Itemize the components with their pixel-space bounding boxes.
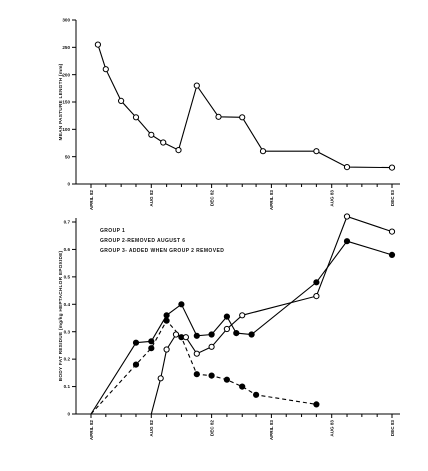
bottom-series-2-point <box>148 345 155 352</box>
top-series-1-line <box>97 44 393 169</box>
bottom-series-1-point <box>148 338 155 345</box>
bottom-series-1-point <box>193 332 200 339</box>
top-y-tick-label: 200 <box>62 72 70 77</box>
top-series-1-point <box>313 148 320 155</box>
top-series-1-point <box>239 114 246 121</box>
top-series-1-point <box>160 139 167 146</box>
bottom-series-3-point <box>313 293 320 300</box>
bottom-series-3-point <box>193 350 200 357</box>
bottom-y-tick-label: 0.7 <box>64 220 71 225</box>
bottom-series-1-point <box>132 339 140 346</box>
top-series-1-point <box>94 41 102 48</box>
bottom-series-3-point <box>388 228 396 235</box>
top-y-tick-label: 0 <box>67 182 70 187</box>
top-x-tick-label: AUG 83 <box>330 190 335 207</box>
bottom-series-3-point <box>223 325 230 333</box>
top-chart: 0 50 100 150 200 250 300 APRIL 82 AUG 82 DEC 82 A… <box>58 18 400 210</box>
bottom-y-axis-title: BODY FAT RESIDUE (mg/kg HEPTACHLOR EPOXI… <box>58 250 64 381</box>
legend-entry-group-3: GROUP 3- ADDED WHEN GROUP 2 REMOVED <box>100 248 224 254</box>
bottom-y-tick-label: 0.6 <box>64 247 71 252</box>
bottom-series-1-point <box>208 331 215 338</box>
bottom-series-1-point <box>313 279 320 286</box>
bottom-y-tick-label: 0 <box>67 412 70 417</box>
bottom-chart: 0 0.1 0.2 0.3 0.4 0.5 0.6 0.7 APRIL 82 AUG 82 DEC… <box>58 213 400 441</box>
top-series-1-point <box>259 148 267 155</box>
bottom-series-3-point <box>239 312 246 319</box>
bottom-series-3-line <box>150 215 393 415</box>
top-x-tick-label: APRIL 83 <box>269 190 274 211</box>
top-x-tick-label: AUG 82 <box>149 190 154 207</box>
top-y-tick-label: 50 <box>65 154 71 159</box>
bottom-series-2-point <box>239 383 246 390</box>
bottom-series-3-point <box>157 375 164 382</box>
bottom-y-tick-label: 0.2 <box>64 357 71 362</box>
legend: GROUP 1 GROUP 2-REMOVED AUGUST 6 GROUP 3… <box>100 228 224 254</box>
top-series-1-point <box>193 82 200 89</box>
bottom-y-tick-label: 0.4 <box>64 302 71 307</box>
bottom-series-3-point <box>343 213 351 220</box>
bottom-series-1-point <box>223 313 230 320</box>
bottom-series-2-point <box>208 372 215 379</box>
top-x-tick-label: APRIL 82 <box>89 190 94 211</box>
top-x-tick-label: DEC 83 <box>390 190 395 207</box>
bottom-series-3-point <box>182 334 189 341</box>
bottom-x-tick-label: DEC 82 <box>209 420 214 437</box>
bottom-x-tick-label: AUG 82 <box>149 420 154 437</box>
top-series-1-point <box>118 97 125 105</box>
top-series-1-point <box>215 113 222 120</box>
bottom-series-2-point <box>253 391 260 398</box>
bottom-series-1-point <box>388 251 396 258</box>
legend-entry-group-2: GROUP 2-REMOVED AUGUST 6 <box>100 238 185 244</box>
bottom-series-3-point <box>172 331 180 338</box>
bottom-series-1-point <box>178 301 185 308</box>
bottom-series-2-point <box>193 371 200 378</box>
legend-entry-group-1: GROUP 1 <box>100 228 125 234</box>
top-series-1-point <box>132 114 140 121</box>
bottom-x-tick-label: AUG 83 <box>330 420 335 437</box>
bottom-y-tick-label: 0.1 <box>64 384 71 389</box>
bottom-series-2-point <box>223 376 230 383</box>
top-series-1-point <box>102 66 109 73</box>
bottom-series-1-point <box>233 330 240 337</box>
bottom-y-tick-label: 0.3 <box>64 329 71 334</box>
bottom-series-1-point <box>163 312 170 319</box>
bottom-x-tick-label: APRIL 83 <box>269 420 274 441</box>
bottom-series-1-point <box>343 238 351 245</box>
top-series-1-point <box>343 164 351 171</box>
bottom-series-2-point <box>163 317 170 324</box>
bottom-y-tick-label: 0.5 <box>64 274 71 279</box>
bottom-series-2-point <box>313 401 320 408</box>
bottom-series-3-point <box>208 343 215 350</box>
top-series-1-point <box>388 164 396 171</box>
top-y-tick-label: 100 <box>62 127 70 132</box>
top-series-1-point <box>175 147 182 154</box>
bottom-x-tick-label: DEC 83 <box>390 420 395 437</box>
top-y-axis-title: MEAN PASTURE LENGTH (mm) <box>58 63 64 140</box>
bottom-series-1-point <box>248 331 255 338</box>
top-y-tick-label: 150 <box>62 100 70 105</box>
bottom-series-2-point <box>132 361 140 368</box>
bottom-series-3-point <box>163 346 170 353</box>
bottom-x-tick-label: APRIL 82 <box>89 420 94 441</box>
top-x-tick-label: DEC 82 <box>209 190 214 207</box>
top-series-1-point <box>148 131 155 138</box>
top-y-tick-label: 300 <box>62 18 70 23</box>
top-y-tick-label: 250 <box>62 45 70 50</box>
